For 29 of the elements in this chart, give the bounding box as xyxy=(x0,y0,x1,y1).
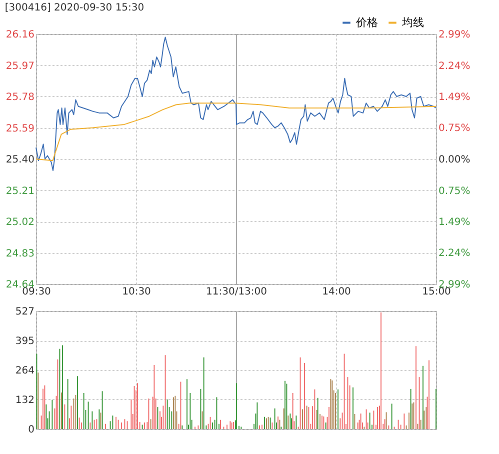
y2-tick-label: 2.99% xyxy=(438,30,470,40)
x-tick-label: 10:30 xyxy=(122,286,151,298)
x-tick-label: 09:30 xyxy=(22,286,51,298)
y-tick-label: 25.02 xyxy=(6,217,34,228)
chart-title: [300416] 2020-09-30 15:30 xyxy=(4,2,144,14)
y-tick-label: 264 xyxy=(15,365,34,376)
y-tick-label: 26.16 xyxy=(6,30,34,40)
y-tick-label: 0 xyxy=(28,424,34,436)
y-tick-label: 25.78 xyxy=(6,92,34,103)
y2-tick-label: 1.49% xyxy=(438,92,470,104)
legend-label: 均线 xyxy=(401,16,424,29)
y-tick-label: 527 xyxy=(15,306,34,318)
x-tick-label: 15:00 xyxy=(422,286,451,298)
y-tick-label: 132 xyxy=(15,394,34,406)
y-tick-label: 25.97 xyxy=(6,60,34,72)
y-tick-label: 395 xyxy=(15,336,34,348)
y-tick-label: 24.83 xyxy=(6,248,34,260)
legend-label: 价格 xyxy=(355,16,378,29)
y2-tick-label: 2.24% xyxy=(438,248,470,260)
y2-tick-label: 1.49% xyxy=(438,216,470,228)
y2-tick-label: 0.00% xyxy=(438,154,470,166)
y-tick-label: 25.59 xyxy=(6,123,34,134)
y-tick-label: 25.40 xyxy=(6,154,34,166)
y2-tick-label: 2.24% xyxy=(438,60,470,72)
y2-tick-label: 0.75% xyxy=(438,186,470,197)
x-tick-label: 14:00 xyxy=(322,286,351,298)
y2-tick-label: 0.75% xyxy=(438,123,470,134)
y-tick-label: 25.21 xyxy=(6,186,34,197)
x-tick-label: 11:30/13:00 xyxy=(206,286,268,298)
